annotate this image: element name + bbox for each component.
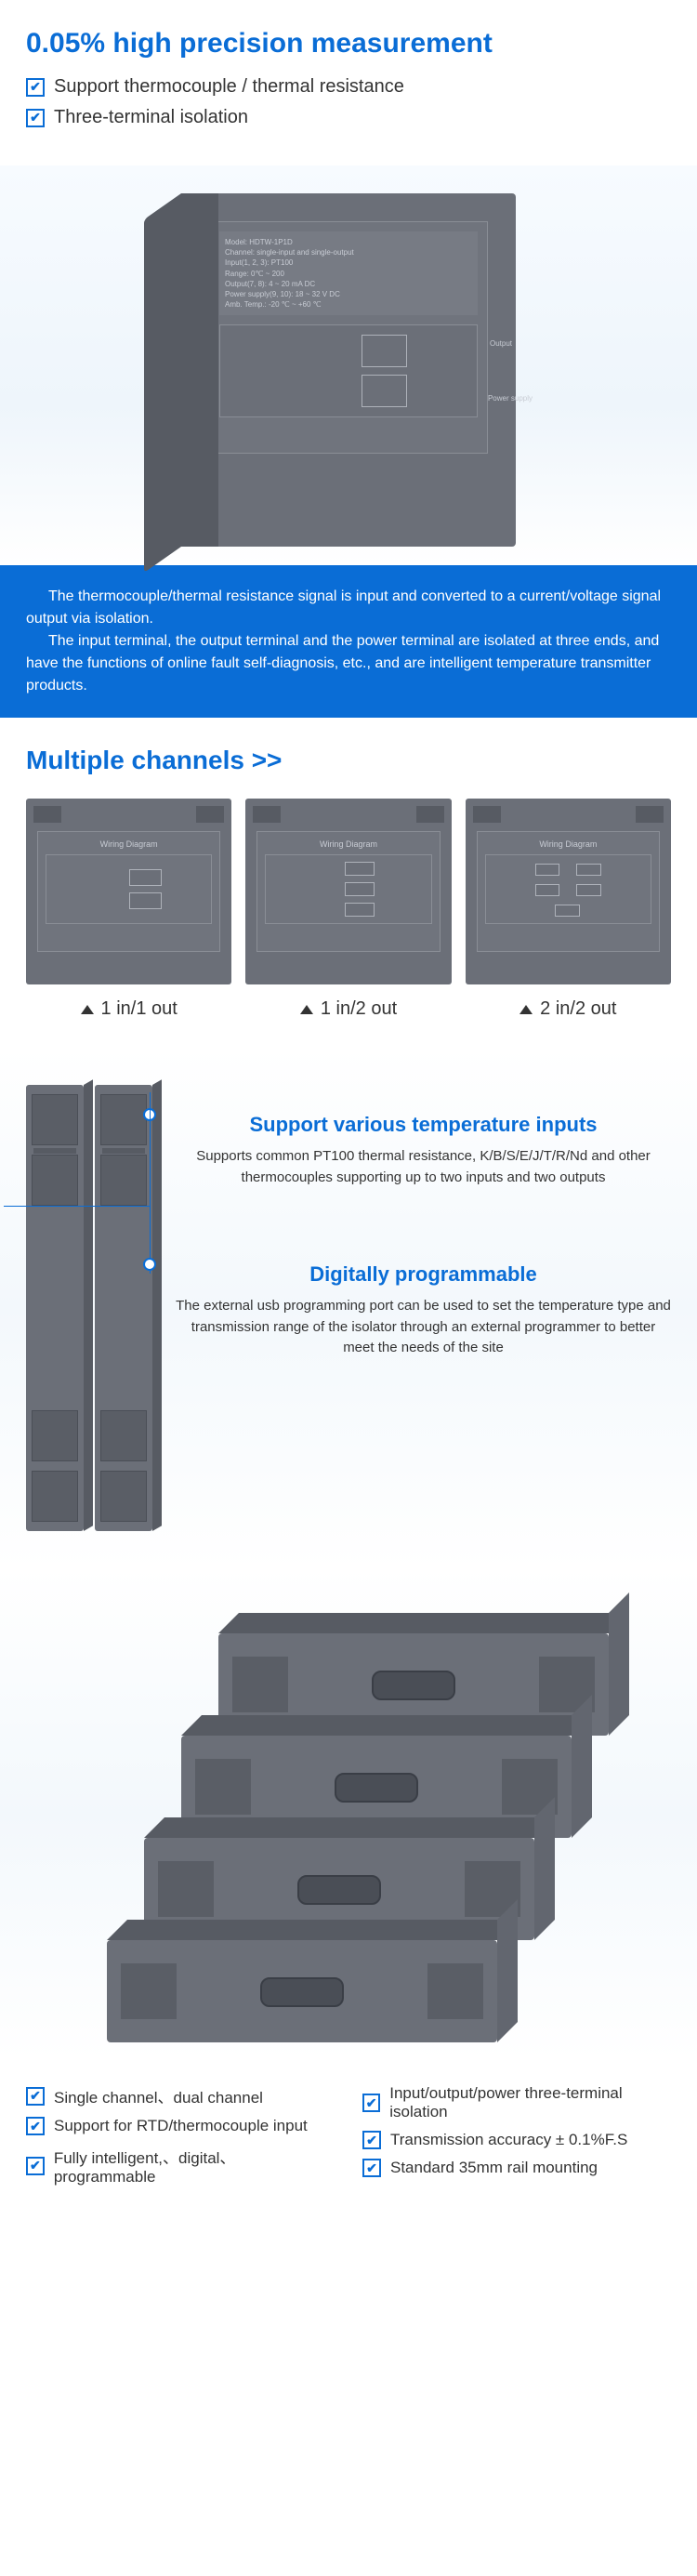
channel-device-label: Wiring Diagram [265,839,431,849]
features-section: Support various temperature inputs Suppo… [0,1048,697,1568]
channel-device: Wiring Diagram [245,799,451,984]
label-model: Model: HDTW-1P1D [225,237,472,247]
check-icon: ✔ [362,2159,381,2177]
check-icon: ✔ [26,2087,45,2106]
hero-bullet-0: ✔ Support thermocouple / thermal resista… [26,76,671,98]
feature-text: Fully intelligent,、digital、programmable [54,2145,335,2186]
label-temp: Amb. Temp.: -20 ℃ ~ +60 ℃ [225,299,472,310]
device-face: Model: HDTW-1P1D Channel: single-input a… [209,221,488,454]
channel-device: Wiring Diagram [466,799,671,984]
check-icon: ✔ [362,2131,381,2149]
triangle-up-icon [519,1005,533,1014]
feature-text: Transmission accuracy ± 0.1%F.S [390,2131,627,2149]
usb-port-icon [335,1773,418,1803]
hero-title: 0.05% high precision measurement [26,28,671,59]
channel-caption-text: 1 in/2 out [321,998,397,1020]
features-text-column: Support various temperature inputs Suppo… [176,1085,671,1531]
hero-device-image: Model: HDTW-1P1D Channel: single-input a… [0,165,697,565]
channel-caption-text: 2 in/2 out [540,998,616,1020]
feature-connector-line [4,1206,151,1207]
feature-block-2: Digitally programmable The external usb … [176,1262,671,1359]
label-channel: Channel: single-input and single-output [225,247,472,258]
feature-desc-1: Supports common PT100 thermal resistance… [176,1146,671,1188]
check-icon: ✔ [26,2117,45,2135]
feature-text: Standard 35mm rail mounting [390,2159,598,2177]
stack-device [107,1940,497,2042]
channels-row: Wiring Diagram 1 in/1 out Wiring Diagram [26,799,671,1020]
hero-bullet-list: ✔ Support thermocouple / thermal resista… [26,76,671,128]
triangle-up-icon [300,1005,313,1014]
diagram-power-label: Power supply [488,394,533,403]
channel-col-1: Wiring Diagram 1 in/2 out [245,799,451,1020]
check-icon: ✔ [26,2157,45,2175]
feature-heading-2: Digitally programmable [176,1262,671,1287]
channel-caption: 1 in/2 out [300,998,397,1020]
feature-text: Input/output/power three-terminal isolat… [389,2084,671,2121]
label-range: Range: 0℃ ~ 200 [225,269,472,279]
usb-port-icon [297,1875,381,1905]
triangle-up-icon [81,1005,94,1014]
channel-device-label: Wiring Diagram [46,839,212,849]
channel-device-label: Wiring Diagram [485,839,651,849]
device-body: Model: HDTW-1P1D Channel: single-input a… [181,193,516,547]
usb-port-icon [260,1977,344,2007]
label-output: Output(7, 8): 4 ~ 20 mA DC [225,279,472,289]
feature-heading-1: Support various temperature inputs [176,1113,671,1137]
bullet-text: Support thermocouple / thermal resistanc… [54,76,404,98]
bullet-text: Three-terminal isolation [54,107,248,128]
blue-desc-p2: The input terminal, the output terminal … [26,630,671,697]
hero-bullet-1: ✔ Three-terminal isolation [26,107,671,128]
side-devices-image [26,1085,152,1531]
blue-description-box: The thermocouple/thermal resistance sign… [0,565,697,718]
device-wiring-diagram: Input RTD Output Power supply [219,324,478,417]
diagram-rtd-label: RTD [194,372,209,380]
thin-device [26,1085,84,1531]
stacked-devices-image [88,1596,609,2042]
bottom-feature-item: ✔ Standard 35mm rail mounting [362,2159,671,2177]
channel-caption: 2 in/2 out [519,998,616,1020]
device-label-panel: Model: HDTW-1P1D Channel: single-input a… [219,231,478,315]
check-icon: ✔ [26,109,45,127]
blue-desc-p1: The thermocouple/thermal resistance sign… [26,586,671,630]
bottom-feature-item: ✔ Support for RTD/thermocouple input [26,2117,335,2135]
feature-desc-2: The external usb programming port can be… [176,1296,671,1359]
channel-caption: 1 in/1 out [81,998,178,1020]
feature-text: Support for RTD/thermocouple input [54,2117,308,2135]
thin-device [95,1085,152,1531]
check-icon: ✔ [26,78,45,97]
hero-section: 0.05% high precision measurement ✔ Suppo… [0,0,697,165]
bottom-feature-item: ✔ Fully intelligent,、digital、programmabl… [26,2145,335,2186]
check-icon: ✔ [362,2094,380,2112]
stacked-devices-section [0,1568,697,2061]
channels-title: Multiple channels >> [26,746,671,775]
channels-section: Multiple channels >> Wiring Diagram 1 in… [0,718,697,1048]
bottom-feature-item: ✔ Single channel、dual channel [26,2084,335,2107]
diagram-output-label: Output [490,339,512,348]
bottom-col-right: ✔ Input/output/power three-terminal isol… [362,2084,671,2196]
feature-block-1: Support various temperature inputs Suppo… [176,1113,671,1188]
label-power: Power supply(9, 10): 18 ~ 32 V DC [225,289,472,299]
feature-marker-icon [143,1258,156,1271]
channel-device: Wiring Diagram [26,799,231,984]
diagram-input-label: Input [191,344,207,352]
feature-connector-line [150,1092,151,1274]
channel-col-2: Wiring Diagram 2 in/2 out [466,799,671,1020]
channel-col-0: Wiring Diagram 1 in/1 out [26,799,231,1020]
bottom-feature-item: ✔ Transmission accuracy ± 0.1%F.S [362,2131,671,2149]
bottom-col-left: ✔ Single channel、dual channel ✔ Support … [26,2084,335,2196]
bottom-feature-item: ✔ Input/output/power three-terminal isol… [362,2084,671,2121]
feature-text: Single channel、dual channel [54,2084,263,2107]
label-input: Input(1, 2, 3): PT100 [225,258,472,268]
usb-port-icon [372,1671,455,1700]
bottom-features-section: ✔ Single channel、dual channel ✔ Support … [0,2061,697,2233]
channel-caption-text: 1 in/1 out [101,998,178,1020]
